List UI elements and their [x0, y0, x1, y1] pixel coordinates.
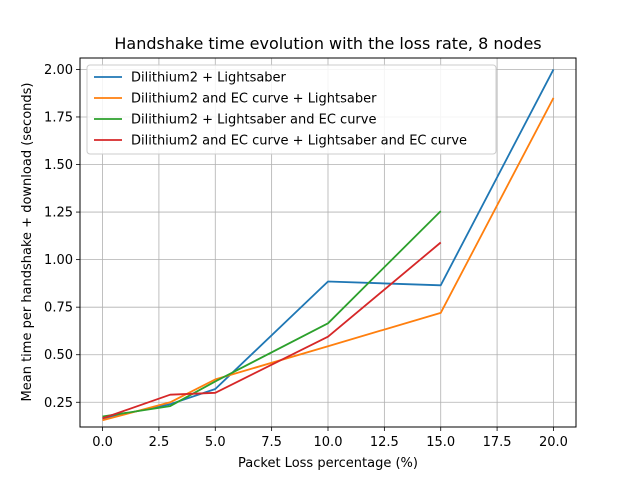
- x-axis-label: Packet Loss percentage (%): [238, 456, 418, 471]
- legend-box: [86, 64, 497, 155]
- legend-label-2: Dilithium2 and EC curve + Lightsaber: [131, 92, 377, 107]
- y-tick-label: 0.25: [44, 396, 73, 411]
- chart-title: Handshake time evolution with the loss r…: [114, 34, 541, 53]
- y-tick-label: 1.50: [44, 158, 73, 173]
- y-tick-label: 1.00: [44, 253, 73, 268]
- y-axis-label: Mean time per handshake + download (seco…: [20, 83, 35, 402]
- y-axis: 0.25 0.50 0.75 1.00 1.25 1.50 1.75 2.00: [44, 63, 80, 411]
- x-tick-label: 17.5: [483, 435, 512, 450]
- series-line-1: [102, 68, 555, 420]
- legend-label-4: Dilithium2 and EC curve + Lightsaber and…: [131, 134, 467, 149]
- y-tick-label: 2.00: [44, 63, 73, 78]
- y-tick-label: 1.25: [44, 206, 73, 221]
- x-tick-label: 7.5: [261, 435, 282, 450]
- legend: Dilithium2 + Lightsaber Dilithium2 and EC…: [86, 64, 497, 155]
- x-axis: 0.0 2.5 5.0 7.5 10.0 12.5 15.0 17.5 20.0: [92, 427, 568, 450]
- series-lines: [102, 68, 555, 422]
- x-tick-label: 20.0: [539, 435, 568, 450]
- series-line-2: [102, 97, 555, 422]
- x-tick-label: 5.0: [205, 435, 226, 450]
- legend-label-3: Dilithium2 + Lightsaber and EC curve: [131, 113, 376, 128]
- x-tick-label: 15.0: [426, 435, 455, 450]
- y-tick-label: 0.50: [44, 348, 73, 363]
- series-line-4: [102, 241, 442, 420]
- series-line-3: [102, 210, 442, 418]
- x-tick-label: 0.0: [92, 435, 113, 450]
- x-tick-label: 12.5: [370, 435, 399, 450]
- legend-label-1: Dilithium2 + Lightsaber: [131, 71, 287, 86]
- y-tick-label: 0.75: [44, 301, 73, 316]
- x-tick-label: 10.0: [314, 435, 343, 450]
- x-tick-label: 2.5: [149, 435, 170, 450]
- y-tick-label: 1.75: [44, 110, 73, 125]
